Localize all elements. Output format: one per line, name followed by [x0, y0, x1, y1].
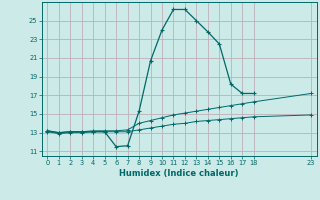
- X-axis label: Humidex (Indice chaleur): Humidex (Indice chaleur): [119, 169, 239, 178]
